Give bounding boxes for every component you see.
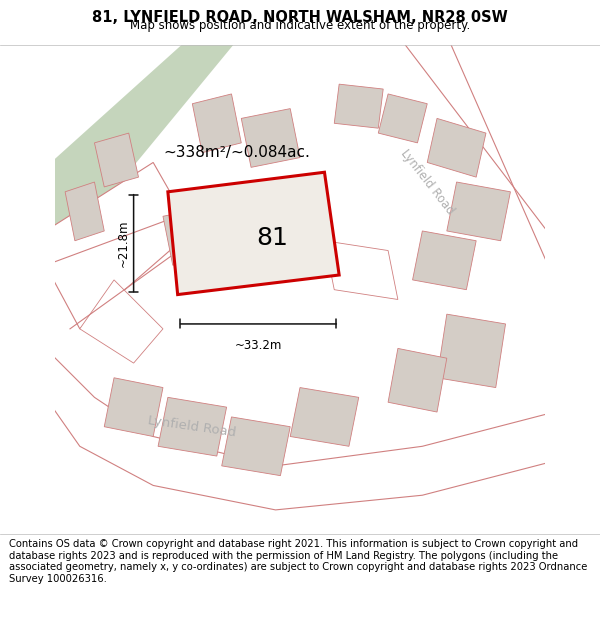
Polygon shape [222, 417, 290, 476]
Polygon shape [104, 378, 163, 436]
Polygon shape [158, 398, 227, 456]
Text: 81: 81 [256, 226, 288, 250]
Text: ~33.2m: ~33.2m [235, 339, 282, 352]
Polygon shape [437, 314, 506, 388]
Text: Lynfield Road: Lynfield Road [398, 147, 457, 217]
Polygon shape [46, 35, 241, 251]
Text: Contains OS data © Crown copyright and database right 2021. This information is : Contains OS data © Crown copyright and d… [9, 539, 587, 584]
Polygon shape [80, 280, 163, 363]
Polygon shape [94, 133, 139, 187]
Polygon shape [65, 182, 104, 241]
Polygon shape [388, 348, 447, 412]
Polygon shape [413, 231, 476, 290]
Text: ~21.8m: ~21.8m [116, 219, 130, 267]
Polygon shape [325, 241, 398, 299]
Polygon shape [241, 109, 300, 168]
Polygon shape [447, 182, 511, 241]
Polygon shape [46, 348, 554, 510]
Polygon shape [163, 206, 222, 265]
Text: Map shows position and indicative extent of the property.: Map shows position and indicative extent… [130, 19, 470, 32]
Polygon shape [168, 173, 339, 294]
Polygon shape [427, 118, 486, 177]
Polygon shape [379, 94, 427, 143]
Polygon shape [290, 388, 359, 446]
Text: Lynfield Road: Lynfield Road [148, 414, 237, 439]
Text: ~338m²/~0.084ac.: ~338m²/~0.084ac. [163, 145, 310, 160]
Polygon shape [334, 84, 383, 128]
Polygon shape [193, 94, 241, 152]
Polygon shape [46, 162, 193, 329]
Polygon shape [388, 35, 554, 280]
Text: 81, LYNFIELD ROAD, NORTH WALSHAM, NR28 0SW: 81, LYNFIELD ROAD, NORTH WALSHAM, NR28 0… [92, 10, 508, 25]
